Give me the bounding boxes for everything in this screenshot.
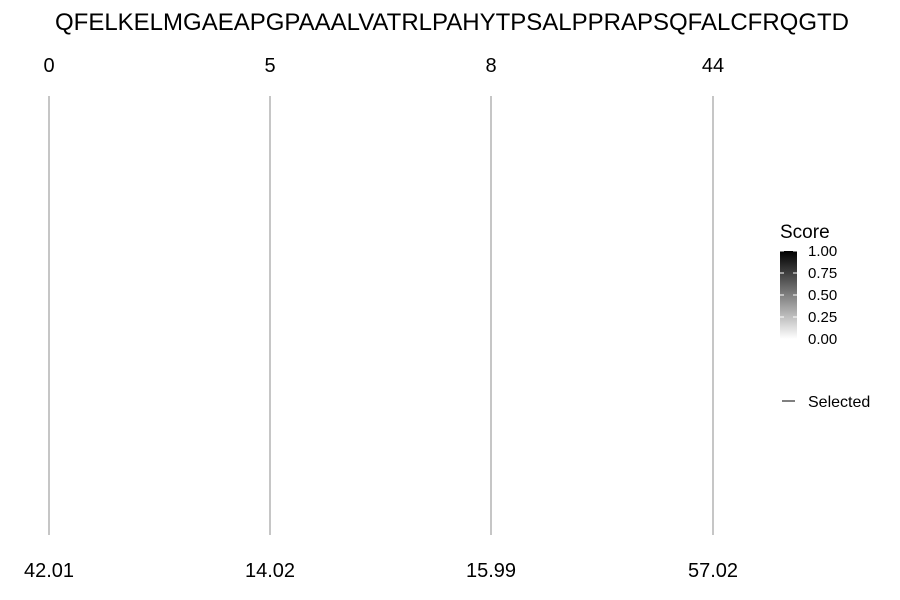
score-legend: Score 1.00 0.75 0.50 0.25 0.00 Selected [780,222,870,411]
legend-tick-label: 0.25 [808,309,837,326]
marker-top-label: 44 [702,55,724,77]
score-gradient-bar [780,251,797,339]
sequence-title: QFELKELMGAEAPGPAAALVATRLPAHYTPSALPPRAPSQ… [55,9,849,36]
marker-bottom-label: 15.99 [466,560,516,582]
marker-bottom-label: 42.01 [24,560,74,582]
legend-ticks: 1.00 0.75 0.50 0.25 0.00 [780,243,837,348]
marker-top-label: 5 [264,55,275,77]
marker-top-label: 8 [485,55,496,77]
marker-bottom-label: 57.02 [688,560,738,582]
marker-layer: 0 42.01 5 14.02 8 15.99 44 57.02 [24,55,738,582]
selected-legend-label: Selected [808,394,870,411]
legend-tick-label: 0.75 [808,265,837,282]
legend-tick-label: 0.00 [808,331,837,348]
legend-tick-label: 1.00 [808,243,837,260]
legend-tick-label: 0.50 [808,287,837,304]
marker-bottom-label: 14.02 [245,560,295,582]
legend-title: Score [780,222,830,243]
marker-top-label: 0 [43,55,54,77]
